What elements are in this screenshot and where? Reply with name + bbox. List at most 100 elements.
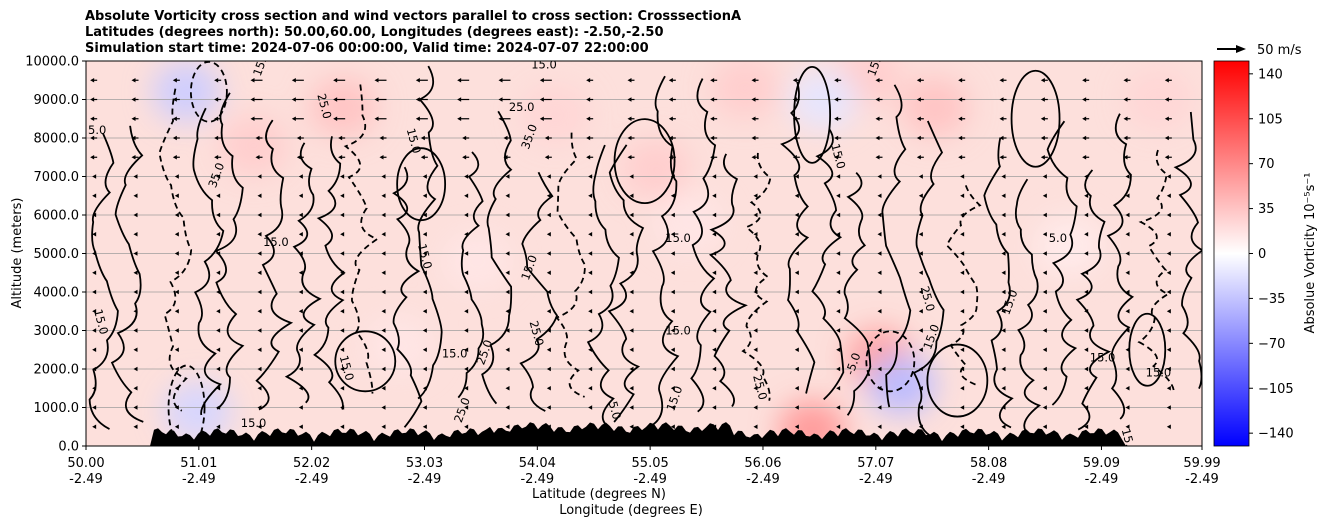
contour-line-22 xyxy=(811,128,845,401)
wind-vector-188 xyxy=(457,97,470,102)
x-tick-lon-label-2: -2.49 xyxy=(295,472,329,487)
chart-title-line-1: Absolute Vorticity cross section and win… xyxy=(85,9,742,24)
y-tick-label-10: 10000.0 xyxy=(25,55,79,70)
contour-line-30 xyxy=(1075,169,1112,431)
wind-vector-9 xyxy=(92,251,97,256)
contour-label-11: 15.0 xyxy=(828,142,848,170)
wind-vector-471 xyxy=(1082,135,1090,141)
wind-vector-144 xyxy=(381,212,386,218)
wind-vector-108 xyxy=(298,174,303,179)
wind-vector-458 xyxy=(1084,386,1089,391)
wind-vector-20 xyxy=(133,405,138,410)
wind-vector-15 xyxy=(90,135,98,141)
wind-vector-281 xyxy=(668,135,676,141)
wind-vector-270 xyxy=(670,347,675,352)
wind-vector-51 xyxy=(174,174,179,179)
wind-vector-421 xyxy=(1001,366,1006,372)
wind-vector-146 xyxy=(381,174,386,179)
x-axis: 50.00-2.4951.01-2.4952.02-2.4953.03-2.49… xyxy=(67,446,1221,487)
colorbar-tick-label-2: 70 xyxy=(1258,157,1275,172)
quiver-key: 50 m/s xyxy=(1217,43,1302,58)
wind-vector-104 xyxy=(298,251,303,256)
wind-vector-286 xyxy=(712,405,717,410)
wind-vector-386 xyxy=(918,309,923,314)
wind-vector-95 xyxy=(298,424,303,429)
wind-vector-402 xyxy=(960,366,965,372)
x-tick-lon-label-0: -2.49 xyxy=(69,472,103,487)
wind-vector-506 xyxy=(1166,193,1171,198)
wind-vector-220 xyxy=(546,212,551,218)
contour-label-5: 15.0 xyxy=(404,127,424,155)
wind-vector-426 xyxy=(1001,270,1006,275)
contour-loop-6 xyxy=(167,364,206,446)
wind-vector-227 xyxy=(539,78,552,83)
wind-vector-288 xyxy=(712,366,717,372)
wind-vector-424 xyxy=(1001,309,1006,314)
contour-label-29: 15.0 xyxy=(1119,427,1139,455)
contour-line-33 xyxy=(1173,111,1202,389)
wind-vector-41 xyxy=(174,366,179,372)
wind-vector-133 xyxy=(381,424,386,429)
wind-vector-206 xyxy=(498,116,511,121)
wind-vector-4 xyxy=(92,347,97,352)
wind-vector-254 xyxy=(629,289,634,295)
wind-vector-79 xyxy=(257,366,262,372)
wind-vector-349 xyxy=(836,289,841,295)
wind-vector-289 xyxy=(712,347,717,352)
wind-vector-344 xyxy=(836,386,841,391)
wind-vector-128 xyxy=(338,155,346,160)
wind-vector-436 xyxy=(999,78,1007,83)
wind-vector-89 xyxy=(257,174,262,179)
wind-vector-204 xyxy=(503,155,511,160)
contour-label-32: 15.0 xyxy=(91,308,111,336)
wind-vector-103 xyxy=(298,270,303,275)
colorbar-tick-label-0: 140 xyxy=(1258,67,1283,82)
wind-vector-99 xyxy=(298,347,303,352)
wind-vector-434 xyxy=(999,116,1007,121)
wind-vector-17 xyxy=(90,97,98,102)
y-tick-label-0: 0.0 xyxy=(58,440,79,455)
contour-line-14 xyxy=(555,132,586,398)
wind-vector-493 xyxy=(1123,78,1131,83)
wind-vector-423 xyxy=(1001,328,1006,333)
wind-vector-138 xyxy=(381,328,386,333)
wind-vector-203 xyxy=(505,174,510,179)
colorbar-ticks: 140 105 70 35 0 −35 −70 −105 −140 xyxy=(1249,67,1294,442)
wind-vector-398 xyxy=(916,78,924,83)
wind-vector-479 xyxy=(1125,347,1130,352)
wind-vector-342 xyxy=(836,424,841,429)
wind-vector-6 xyxy=(92,309,97,314)
wind-vector-407 xyxy=(960,270,965,275)
wind-vector-259 xyxy=(629,193,634,198)
contour-loop-3 xyxy=(793,66,832,164)
wind-vector-444 xyxy=(1042,289,1047,295)
y-tick-label-2: 2000.0 xyxy=(34,363,80,378)
y-tick-label-3: 3000.0 xyxy=(34,324,80,339)
wind-vector-325 xyxy=(794,386,799,391)
wind-vector-247 xyxy=(629,424,634,429)
wind-vector-123 xyxy=(340,251,345,256)
wind-vector-489 xyxy=(1123,155,1131,160)
plot-area: 15.0 15.025.035.025.015.035.015.015.0 15.0… xyxy=(85,58,1203,455)
wind-vector-339 xyxy=(792,116,800,121)
wind-vector-82 xyxy=(257,309,262,314)
vorticity-region-6 xyxy=(901,77,970,138)
wind-vector-309 xyxy=(753,328,758,333)
wind-vector-472 xyxy=(1082,116,1090,121)
wind-vector-500 xyxy=(1166,309,1171,314)
wind-vector-480 xyxy=(1125,328,1130,333)
wind-vector-250 xyxy=(629,366,634,372)
wind-vector-451 xyxy=(1040,155,1048,160)
contour-label-1: 15.0 xyxy=(531,58,557,72)
wind-vector-143 xyxy=(381,232,386,237)
wind-vector-440 xyxy=(1042,366,1047,372)
wind-vector-454 xyxy=(1040,97,1048,102)
wind-vector-452 xyxy=(1040,135,1048,141)
wind-vector-63 xyxy=(216,309,221,314)
wind-vector-229 xyxy=(588,405,593,410)
wind-vector-121 xyxy=(340,289,345,295)
wind-vector-119 xyxy=(340,328,345,333)
wind-vector-100 xyxy=(298,328,303,333)
contour-label-31: 5.0 xyxy=(88,123,106,137)
wind-vector-125 xyxy=(340,212,345,218)
